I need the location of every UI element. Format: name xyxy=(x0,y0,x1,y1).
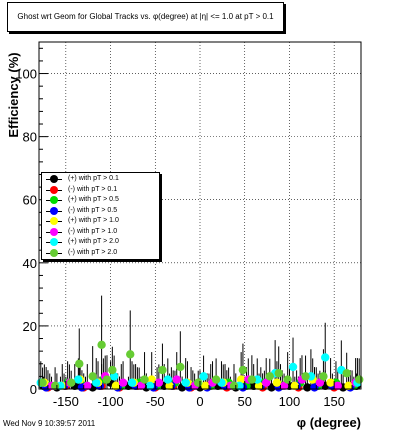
data-point xyxy=(118,378,128,387)
legend-marker-icon xyxy=(50,227,58,236)
data-point xyxy=(108,365,117,375)
x-tick-label: 150 xyxy=(323,394,345,409)
legend-marker-icon xyxy=(50,175,58,183)
data-point xyxy=(172,375,181,384)
tick-labels: -150 -100 -50 0 50 100 150 0 20 40 60 80 100 xyxy=(15,67,345,409)
y-tick-label: 0 xyxy=(30,382,37,397)
data-point xyxy=(288,362,298,372)
y-tick-label: 40 xyxy=(23,256,37,271)
data-point xyxy=(102,375,112,384)
legend-marker-icon xyxy=(50,185,58,194)
y-tick-label: 100 xyxy=(15,67,37,82)
data-point xyxy=(97,340,106,350)
data-point xyxy=(194,378,203,387)
legend-entry: (-) with pT > 0.5 xyxy=(42,206,159,216)
x-tick-label: 100 xyxy=(279,394,301,409)
legend-entry: (-) with pT > 1.0 xyxy=(42,227,159,237)
data-point xyxy=(201,381,210,391)
data-point xyxy=(261,378,271,387)
legend-label: (-) with pT > 1.0 xyxy=(68,227,118,235)
legend-entry: (-) with pT > 2.0 xyxy=(42,248,159,258)
legend-label: (-) with pT > 2.0 xyxy=(68,248,118,256)
legend-marker-icon xyxy=(50,206,58,215)
legend-label: (+) with pT > 2.0 xyxy=(68,238,119,245)
data-point xyxy=(283,375,292,384)
data-point xyxy=(315,378,325,387)
data-point xyxy=(111,381,121,391)
data-point xyxy=(147,375,156,384)
data-point xyxy=(88,372,97,381)
x-tick-label: -150 xyxy=(53,394,79,409)
data-point xyxy=(165,381,174,391)
legend-entry: (+) with pT > 0.1 xyxy=(42,174,159,184)
legend-entry: (+) with pT > 0.5 xyxy=(42,195,159,205)
data-point xyxy=(344,381,353,391)
y-tick-label: 20 xyxy=(23,319,37,334)
y-tick-label: 60 xyxy=(23,193,37,208)
axis-ticks xyxy=(38,47,362,390)
data-point xyxy=(75,359,84,368)
data-point xyxy=(140,375,149,384)
data-point xyxy=(272,378,282,387)
data-point xyxy=(254,381,264,391)
data-point xyxy=(109,372,119,381)
legend-marker-icon xyxy=(50,196,58,204)
legend-label: (-) with pT > 0.5 xyxy=(68,206,118,214)
data-point xyxy=(154,378,164,387)
data-point xyxy=(236,375,246,384)
data-point xyxy=(199,372,208,381)
chart-title: Ghost wrt Geom for Global Tracks vs. φ(d… xyxy=(17,12,274,21)
data-point xyxy=(342,369,351,378)
data-point xyxy=(74,375,83,384)
x-tick-label: -100 xyxy=(98,394,124,409)
legend-label: (-) with pT > 0.1 xyxy=(68,185,118,193)
data-point xyxy=(355,375,364,384)
title-box: Ghost wrt Geom for Global Tracks vs. φ(d… xyxy=(7,2,284,32)
legend-entry: (-) with pT > 0.1 xyxy=(42,185,159,195)
data-point xyxy=(247,375,257,384)
data-point xyxy=(127,378,137,387)
data-point xyxy=(136,381,146,391)
data-point xyxy=(321,353,330,362)
data-point xyxy=(67,378,76,387)
data-point xyxy=(211,375,221,384)
x-tick-label: 50 xyxy=(237,394,251,409)
data-point xyxy=(319,372,328,381)
data-point xyxy=(83,381,92,391)
data-point xyxy=(274,369,283,378)
legend-entry: (+) with pT > 2.0 xyxy=(42,237,159,247)
legend-marker-icon xyxy=(50,248,58,257)
data-point xyxy=(290,381,300,391)
legend: (+) with pT > 0.1 (-) with pT > 0.1 (+) wi… xyxy=(41,172,160,260)
data-point xyxy=(181,378,190,387)
data-point xyxy=(158,365,167,375)
data-point xyxy=(265,372,274,381)
data-point xyxy=(163,375,172,384)
data-point xyxy=(238,365,248,375)
chart-grid xyxy=(39,42,361,390)
y-tick-label: 80 xyxy=(23,130,37,145)
data-point xyxy=(145,381,155,391)
legend-label: (+) with pT > 0.5 xyxy=(68,196,119,203)
data-point xyxy=(92,378,101,387)
data-point xyxy=(38,378,47,387)
data-point xyxy=(326,378,335,387)
data-point xyxy=(126,350,135,359)
x-tick-label: -50 xyxy=(146,394,165,409)
timestamp: Wed Nov 9 10:39:57 2011 xyxy=(3,419,96,428)
legend-label: (+) with pT > 0.1 xyxy=(68,175,119,182)
data-point xyxy=(333,381,342,391)
x-tick-label: 0 xyxy=(196,394,203,409)
data-point xyxy=(176,362,185,372)
data-point xyxy=(279,381,289,391)
legend-marker-icon xyxy=(50,238,58,246)
x-axis-label: φ (degree) xyxy=(297,415,361,430)
legend-marker-icon xyxy=(50,217,58,225)
legend-label: (+) with pT > 1.0 xyxy=(68,217,119,224)
data-point xyxy=(301,372,310,381)
y-axis-label: Efficiency (%) xyxy=(6,52,21,137)
legend-entry: (+) with pT > 1.0 xyxy=(42,216,159,226)
